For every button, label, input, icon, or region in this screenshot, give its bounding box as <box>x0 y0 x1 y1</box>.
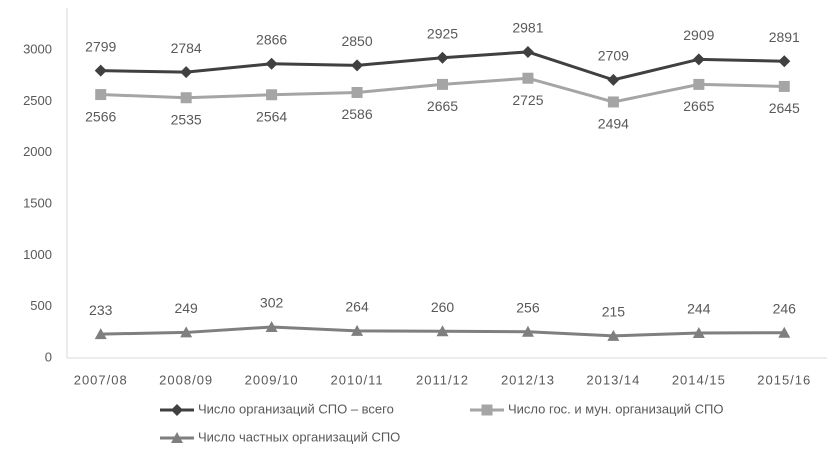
y-tick-label: 1000 <box>23 247 52 262</box>
data-label: 260 <box>431 299 455 315</box>
marker <box>693 78 705 90</box>
marker <box>180 326 193 338</box>
x-tick-label: 2008/09 <box>159 372 213 387</box>
data-label: 215 <box>602 304 626 320</box>
legend-label: Число частных организаций СПО <box>198 429 400 444</box>
marker <box>692 53 705 66</box>
y-tick-label: 3000 <box>23 41 52 56</box>
data-label: 256 <box>516 299 540 315</box>
marker <box>351 87 363 99</box>
data-label: 246 <box>773 300 797 316</box>
x-tick-label: 2013/14 <box>586 372 640 387</box>
data-label: 2709 <box>598 48 629 64</box>
marker <box>95 89 107 101</box>
marker <box>778 80 790 92</box>
x-tick-label: 2007/08 <box>74 372 128 387</box>
data-label: 2850 <box>341 33 372 49</box>
marker <box>265 320 278 332</box>
data-label: 2981 <box>512 20 543 36</box>
legend-label: Число организаций СПО – всего <box>198 401 394 416</box>
data-label: 2866 <box>256 31 287 47</box>
y-tick-label: 1500 <box>23 195 52 210</box>
y-tick-label: 0 <box>45 349 52 364</box>
marker <box>180 92 192 104</box>
data-label: 264 <box>345 299 369 315</box>
marker <box>521 325 534 337</box>
marker <box>521 45 534 58</box>
data-label: 249 <box>174 300 198 316</box>
data-label: 2925 <box>427 25 458 41</box>
data-label: 2645 <box>769 100 800 116</box>
marker <box>171 432 183 443</box>
marker <box>607 329 620 341</box>
data-label: 2909 <box>683 27 714 43</box>
marker <box>351 324 364 336</box>
x-tick-label: 2012/13 <box>501 372 555 387</box>
data-label: 2725 <box>512 92 543 108</box>
data-label: 2494 <box>598 116 629 132</box>
marker <box>481 404 493 416</box>
x-tick-label: 2009/10 <box>245 372 299 387</box>
marker <box>778 55 791 68</box>
y-tick-label: 2000 <box>23 144 52 159</box>
y-tick-label: 2500 <box>23 93 52 108</box>
marker <box>607 73 620 86</box>
marker <box>94 328 107 340</box>
data-label: 2564 <box>256 108 287 124</box>
data-label: 2891 <box>769 29 800 45</box>
legend-label: Число гос. и мун. организаций СПО <box>508 401 723 416</box>
y-tick-label: 500 <box>30 298 52 313</box>
marker <box>522 72 534 84</box>
x-tick-label: 2011/12 <box>416 372 469 387</box>
marker <box>266 89 278 101</box>
marker <box>437 78 448 90</box>
marker <box>692 326 705 338</box>
marker <box>436 51 449 64</box>
x-tick-label: 2010/11 <box>331 372 384 387</box>
x-tick-label: 2015/16 <box>757 372 811 387</box>
marker <box>436 325 449 337</box>
marker <box>94 64 107 77</box>
marker <box>778 326 791 338</box>
x-tick-label: 2014/15 <box>672 372 726 387</box>
data-label: 244 <box>687 301 711 317</box>
data-label: 302 <box>260 295 284 311</box>
data-label: 2665 <box>683 98 714 114</box>
marker <box>607 96 619 108</box>
marker <box>265 57 278 70</box>
data-label: 233 <box>89 302 113 318</box>
data-label: 2799 <box>85 38 116 54</box>
data-label: 2586 <box>341 106 372 122</box>
marker <box>180 66 193 79</box>
data-label: 2665 <box>427 98 458 114</box>
data-label: 2535 <box>171 111 202 127</box>
marker <box>351 59 364 72</box>
data-label: 2566 <box>85 108 116 124</box>
marker <box>171 404 183 416</box>
data-label: 2784 <box>171 40 202 56</box>
